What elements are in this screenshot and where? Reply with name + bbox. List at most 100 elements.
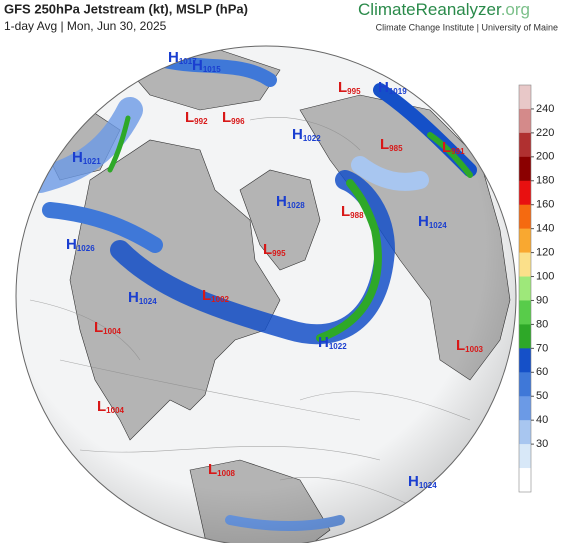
colorbar-tick-label: 120 bbox=[536, 246, 554, 258]
pressure-center: H1021 bbox=[72, 149, 101, 166]
pressure-center: L1008 bbox=[208, 461, 236, 478]
colorbar-tick-label: 100 bbox=[536, 270, 554, 282]
colorbar-swatch bbox=[519, 348, 531, 373]
center-letter: L bbox=[222, 109, 231, 126]
colorbar-swatch bbox=[519, 228, 531, 253]
center-value: 1017 bbox=[179, 57, 197, 66]
pressure-center: H1015 bbox=[192, 57, 221, 74]
center-letter: L bbox=[263, 241, 272, 258]
pressure-center: L995 bbox=[338, 79, 361, 96]
center-letter: L bbox=[338, 79, 347, 96]
center-letter: H bbox=[378, 79, 389, 96]
colorbar-swatch bbox=[519, 468, 531, 493]
colorbar-swatch bbox=[519, 180, 531, 206]
center-letter: H bbox=[408, 473, 419, 490]
center-letter: L bbox=[380, 136, 389, 153]
pressure-center: L1003 bbox=[456, 337, 484, 354]
pressure-center: H1028 bbox=[276, 193, 305, 210]
center-value: 1019 bbox=[389, 87, 407, 96]
colorbar-tick-label: 50 bbox=[536, 390, 548, 402]
center-letter: H bbox=[418, 213, 429, 230]
center-letter: L bbox=[442, 139, 451, 156]
pressure-center: H1017 bbox=[168, 49, 197, 66]
center-letter: H bbox=[66, 236, 77, 253]
colorbar-tick-label: 30 bbox=[536, 438, 548, 450]
colorbar-tick-label: 140 bbox=[536, 223, 554, 235]
pressure-center: L988 bbox=[341, 203, 364, 220]
center-value: 995 bbox=[272, 249, 286, 258]
brand: ClimateReanalyzer.org bbox=[358, 0, 530, 19]
colorbar-tick-label: 90 bbox=[536, 294, 548, 306]
colorbar-swatch bbox=[519, 300, 531, 325]
center-value: 1003 bbox=[465, 345, 483, 354]
pressure-center: H1026 bbox=[66, 236, 95, 253]
colorbar: 240 220 200 180 160 140 120 100 90 80 70 60 50 40 30 bbox=[518, 84, 554, 493]
pressure-center: H1019 bbox=[378, 79, 407, 96]
brand-name: ClimateReanalyzer bbox=[358, 0, 502, 19]
pressure-center: L991 bbox=[442, 139, 465, 156]
center-letter: L bbox=[94, 319, 103, 336]
colorbar-tick-label: 80 bbox=[536, 318, 548, 330]
colorbar-swatch bbox=[519, 156, 531, 182]
pressure-center: H1022 bbox=[318, 334, 347, 351]
colorbar-swatch bbox=[519, 420, 531, 445]
center-value: 1004 bbox=[103, 327, 121, 336]
pressure-center: H1024 bbox=[408, 473, 437, 490]
center-value: 1004 bbox=[106, 406, 124, 415]
center-value: 1026 bbox=[77, 244, 95, 253]
colorbar-swatch bbox=[519, 372, 531, 397]
colorbar-tick-label: 160 bbox=[536, 199, 554, 211]
colorbar-tick-label: 220 bbox=[536, 127, 554, 139]
center-value: 985 bbox=[389, 144, 403, 153]
center-letter: H bbox=[318, 334, 329, 351]
colorbar-swatch bbox=[519, 204, 531, 229]
center-letter: H bbox=[72, 149, 83, 166]
pressure-center: L1002 bbox=[202, 287, 230, 304]
colorbar-tick-label: 70 bbox=[536, 342, 548, 354]
pressure-center: L996 bbox=[222, 109, 245, 126]
colorbar-swatch bbox=[519, 324, 531, 349]
center-value: 1015 bbox=[203, 65, 221, 74]
globe-shade bbox=[16, 46, 516, 546]
globe bbox=[16, 46, 516, 546]
center-value: 1021 bbox=[83, 157, 101, 166]
center-value: 1002 bbox=[211, 295, 229, 304]
center-letter: H bbox=[276, 193, 287, 210]
colorbar-tick-label: 40 bbox=[536, 414, 548, 426]
colorbar-tick-label: 240 bbox=[536, 103, 554, 115]
brand-suffix: .org bbox=[501, 0, 530, 19]
pressure-center: L995 bbox=[263, 241, 286, 258]
center-letter: H bbox=[292, 126, 303, 143]
pressure-center: H1024 bbox=[418, 213, 447, 230]
pressure-center: L1004 bbox=[97, 398, 125, 415]
colorbar-tick-label: 60 bbox=[536, 366, 548, 378]
center-value: 1028 bbox=[287, 201, 305, 210]
center-value: 1024 bbox=[139, 297, 157, 306]
center-value: 996 bbox=[231, 117, 245, 126]
colorbar-swatch bbox=[519, 252, 531, 277]
pressure-center: H1024 bbox=[128, 289, 157, 306]
colorbar-tick-label: 200 bbox=[536, 151, 554, 163]
pressure-center: L985 bbox=[380, 136, 403, 153]
center-letter: L bbox=[97, 398, 106, 415]
center-letter: L bbox=[208, 461, 217, 478]
colorbar-tick-label: 180 bbox=[536, 175, 554, 187]
center-value: 1008 bbox=[217, 469, 235, 478]
center-letter: H bbox=[192, 57, 203, 74]
center-value: 1024 bbox=[429, 221, 447, 230]
colorbar-swatch bbox=[519, 85, 531, 110]
center-letter: H bbox=[128, 289, 139, 306]
colorbar-swatch bbox=[519, 276, 531, 301]
subtitle: 1-day Avg | Mon, Jun 30, 2025 bbox=[4, 19, 167, 33]
center-value: 1022 bbox=[303, 134, 321, 143]
center-value: 1022 bbox=[329, 342, 347, 351]
center-value: 992 bbox=[194, 117, 208, 126]
center-letter: L bbox=[202, 287, 211, 304]
center-value: 991 bbox=[451, 147, 465, 156]
center-value: 995 bbox=[347, 87, 361, 96]
center-letter: L bbox=[341, 203, 350, 220]
center-value: 1024 bbox=[419, 481, 437, 490]
